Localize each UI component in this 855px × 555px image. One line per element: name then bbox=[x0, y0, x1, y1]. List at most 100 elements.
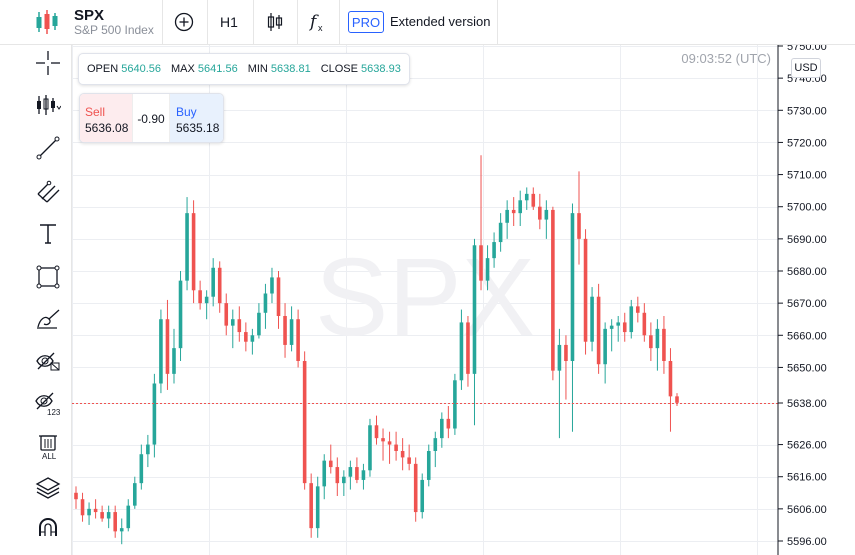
trade-panel: Sell 5636.08 -0.90 Buy 5635.18 bbox=[79, 93, 224, 143]
candle-body bbox=[322, 460, 327, 487]
candle bbox=[159, 309, 163, 394]
rectangle-tool-icon bbox=[36, 265, 60, 289]
candle bbox=[355, 457, 359, 484]
candle bbox=[622, 312, 627, 342]
symbol-description: S&P 500 Index bbox=[74, 23, 154, 37]
price-axis-label: 5680.00 bbox=[787, 266, 827, 278]
candle-body bbox=[244, 332, 248, 342]
chart-type-button[interactable] bbox=[262, 8, 288, 36]
candle-body bbox=[204, 296, 209, 304]
text-tool[interactable] bbox=[30, 218, 66, 250]
candle bbox=[498, 213, 503, 252]
candle-body bbox=[636, 306, 640, 313]
candle bbox=[518, 190, 523, 226]
price-axis-label: 5638.00 bbox=[787, 398, 827, 410]
open-label: OPEN bbox=[87, 63, 119, 75]
candle bbox=[296, 309, 300, 368]
candle bbox=[511, 197, 516, 226]
hide-drawings-tool[interactable] bbox=[30, 345, 66, 377]
candle-body bbox=[609, 325, 614, 329]
candle bbox=[244, 322, 248, 352]
hide-indicators-tool[interactable]: 123 bbox=[30, 388, 66, 420]
candle-body bbox=[191, 213, 196, 291]
extended-version-link[interactable]: Extended version bbox=[390, 14, 491, 29]
candle-body bbox=[433, 438, 438, 451]
symbol-name[interactable]: SPX bbox=[74, 7, 105, 24]
add-symbol-button[interactable] bbox=[170, 8, 198, 36]
trend-line-icon bbox=[36, 136, 60, 160]
candle-body bbox=[211, 267, 215, 297]
candle bbox=[479, 155, 483, 291]
candle-body bbox=[479, 245, 483, 281]
candle-body bbox=[302, 361, 307, 484]
min-value: 5638.81 bbox=[270, 63, 311, 75]
candle bbox=[263, 283, 268, 329]
sell-label: Sell bbox=[85, 105, 106, 119]
candle bbox=[328, 444, 333, 474]
candle bbox=[544, 200, 549, 239]
candle bbox=[524, 187, 529, 210]
candle-body bbox=[570, 213, 575, 361]
brush-tool[interactable] bbox=[30, 303, 66, 335]
candle bbox=[446, 406, 451, 439]
candle bbox=[642, 303, 647, 342]
candle-body bbox=[342, 476, 346, 484]
candle-body bbox=[531, 193, 536, 207]
currency-button[interactable]: USD bbox=[791, 58, 821, 78]
candle bbox=[132, 476, 137, 509]
candle-body bbox=[400, 451, 405, 458]
candle bbox=[551, 206, 555, 381]
candle bbox=[570, 203, 575, 432]
candle bbox=[381, 428, 385, 461]
spread-value: -0.90 bbox=[132, 94, 170, 142]
trend-line-tool[interactable] bbox=[30, 132, 66, 164]
candle bbox=[636, 296, 640, 323]
svg-text:123: 123 bbox=[47, 408, 61, 417]
candle-body bbox=[257, 312, 261, 336]
rectangle-tool[interactable] bbox=[30, 261, 66, 293]
price-axis-label: 5616.00 bbox=[787, 472, 827, 484]
buy-button[interactable]: Buy 5635.18 bbox=[170, 94, 223, 142]
candle bbox=[616, 316, 621, 342]
crosshair-tool[interactable] bbox=[30, 47, 66, 79]
magnet-tool[interactable] bbox=[30, 514, 66, 546]
candle-body bbox=[577, 213, 581, 239]
max-value: 5641.56 bbox=[197, 63, 238, 75]
pro-badge[interactable]: PRO bbox=[348, 11, 384, 33]
candle-body bbox=[485, 258, 490, 281]
candle bbox=[152, 373, 157, 458]
candle bbox=[172, 328, 176, 384]
candle bbox=[191, 200, 196, 304]
indicators-tool[interactable] bbox=[30, 89, 66, 121]
price-axis[interactable]: 5750.005740.005730.005720.005710.005700.… bbox=[778, 41, 827, 548]
sell-price: 5636.08 bbox=[85, 121, 129, 135]
delete-all-tool[interactable]: ALL bbox=[30, 431, 66, 463]
candle bbox=[472, 238, 477, 426]
toolbar-divider bbox=[253, 0, 254, 45]
candle-body bbox=[315, 486, 320, 529]
candle-body bbox=[237, 319, 242, 333]
max-label: MAX bbox=[171, 63, 195, 75]
candle bbox=[629, 299, 634, 339]
candle bbox=[459, 309, 464, 390]
delete-all-icon: ALL bbox=[39, 435, 57, 461]
candle bbox=[596, 283, 601, 374]
candle bbox=[315, 476, 320, 538]
candle bbox=[139, 444, 144, 490]
candle bbox=[649, 322, 653, 361]
candle bbox=[87, 502, 91, 525]
candle-body bbox=[276, 277, 281, 316]
timeframe-button[interactable]: H1 bbox=[220, 14, 238, 30]
candle-body bbox=[355, 467, 359, 480]
candle-body bbox=[498, 222, 503, 243]
candle-body bbox=[348, 467, 353, 477]
sell-button[interactable]: Sell 5636.08 bbox=[80, 94, 132, 142]
layers-tool[interactable] bbox=[30, 472, 66, 504]
candle bbox=[178, 271, 183, 361]
candle-body bbox=[557, 344, 562, 371]
buy-label: Buy bbox=[176, 105, 197, 119]
fib-tool[interactable] bbox=[30, 175, 66, 207]
hide-indicators-icon: 123 bbox=[35, 392, 61, 417]
